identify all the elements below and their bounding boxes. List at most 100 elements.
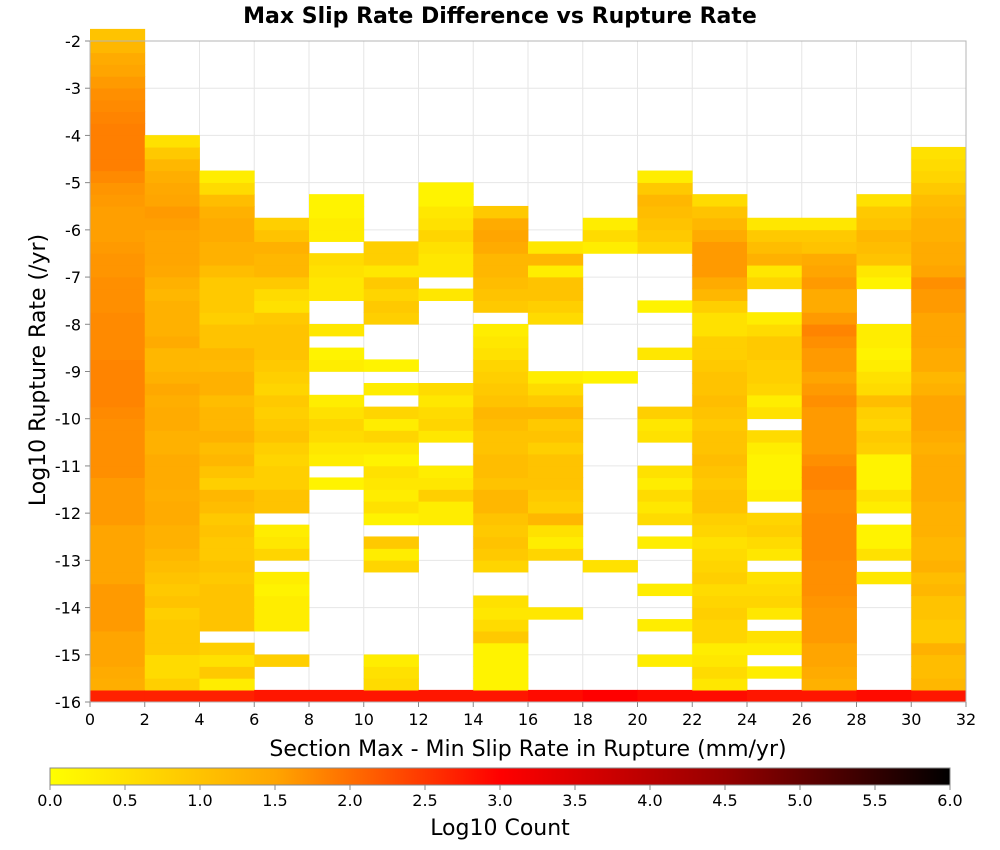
heatmap-cell — [801, 241, 857, 254]
heatmap-cell — [473, 678, 529, 691]
heatmap-cell — [144, 241, 200, 254]
heatmap-cell — [582, 241, 638, 254]
colorbar-tick-label: 4.5 — [712, 791, 737, 810]
heatmap-cell — [911, 630, 967, 644]
heatmap-cell — [199, 666, 255, 679]
heatmap-cell — [90, 383, 146, 396]
heatmap-cell — [473, 560, 529, 573]
heatmap-cell — [199, 642, 255, 656]
heatmap-cell — [911, 359, 967, 372]
heatmap-cell — [637, 347, 693, 360]
heatmap-cell — [637, 501, 693, 514]
heatmap-cell — [254, 253, 310, 266]
heatmap-cell — [911, 536, 967, 549]
heatmap-cell — [90, 619, 146, 632]
heatmap-cell — [856, 194, 912, 207]
heatmap-cell — [473, 465, 529, 479]
heatmap-cell — [309, 253, 365, 266]
heatmap-cell — [856, 394, 912, 408]
heatmap-cell — [363, 489, 419, 502]
heatmap-cell — [911, 241, 967, 254]
heatmap-cell — [199, 595, 255, 608]
heatmap-cell — [199, 619, 255, 632]
heatmap-cell — [199, 560, 255, 573]
heatmap-cell — [144, 276, 200, 290]
heatmap-cell — [911, 347, 967, 360]
heatmap-cell — [199, 347, 255, 360]
heatmap-cell — [747, 595, 803, 608]
heatmap-cell — [363, 477, 419, 490]
heatmap-cell — [692, 654, 748, 667]
heatmap-cell — [911, 453, 967, 467]
heatmap-cell — [254, 654, 310, 667]
heatmap-cell — [911, 430, 967, 443]
heatmap-cell — [144, 182, 200, 195]
heatmap-cell — [692, 383, 748, 396]
heatmap-cell — [418, 406, 474, 420]
y-tick-label: -16 — [55, 693, 81, 712]
heatmap-cell — [199, 548, 255, 561]
heatmap-cell — [801, 630, 857, 644]
heatmap-cell — [254, 288, 310, 301]
y-tick-label: -11 — [55, 457, 81, 476]
heatmap-cell — [144, 347, 200, 360]
heatmap-cell — [911, 170, 967, 183]
heatmap-cell — [363, 666, 419, 679]
heatmap-cell — [144, 383, 200, 396]
heatmap-cell — [801, 678, 857, 691]
heatmap-cell — [254, 347, 310, 360]
heatmap-cell — [144, 442, 200, 455]
heatmap-cell — [801, 560, 857, 573]
heatmap-cell — [199, 170, 255, 183]
y-tick-label: -10 — [55, 410, 81, 429]
heatmap-cell — [747, 312, 803, 325]
heatmap-cell — [692, 642, 748, 656]
heatmap-cell — [911, 524, 967, 538]
heatmap-cell — [363, 536, 419, 549]
heatmap-cell — [309, 229, 365, 242]
heatmap-cell — [801, 430, 857, 443]
heatmap-cell — [144, 465, 200, 479]
y-tick-label: -5 — [65, 174, 81, 193]
heatmap-cell — [856, 418, 912, 431]
heatmap-cell — [90, 28, 146, 42]
heatmap-cell — [90, 501, 146, 514]
heatmap-cell — [801, 406, 857, 420]
heatmap-cell — [144, 619, 200, 632]
y-tick-label: -8 — [65, 315, 81, 334]
heatmap-cell — [801, 583, 857, 597]
heatmap-cell — [363, 300, 419, 313]
heatmap-cell — [856, 253, 912, 266]
heatmap-cell — [692, 276, 748, 290]
heatmap-cell — [418, 418, 474, 431]
heatmap-cell — [254, 524, 310, 538]
heatmap-cell — [90, 477, 146, 490]
heatmap-cell — [801, 619, 857, 632]
heatmap-cell — [528, 512, 584, 526]
heatmap-cell — [911, 217, 967, 231]
heatmap-cell — [473, 205, 529, 219]
heatmap-cell — [747, 276, 803, 290]
heatmap-cell — [692, 418, 748, 431]
heatmap-cell — [692, 501, 748, 514]
heatmap-cell — [692, 217, 748, 231]
heatmap-cell — [254, 430, 310, 443]
heatmap-cell — [90, 264, 146, 278]
heatmap-cell — [199, 288, 255, 301]
heatmap-cell — [254, 264, 310, 278]
heatmap-cell — [528, 689, 584, 703]
heatmap-cell — [911, 607, 967, 620]
heatmap-cell — [801, 595, 857, 608]
heatmap-cell — [90, 453, 146, 467]
heatmap-cell — [144, 430, 200, 443]
heatmap-cell — [144, 595, 200, 608]
heatmap-cell — [90, 253, 146, 266]
heatmap-cell — [856, 571, 912, 585]
heatmap-cell — [90, 312, 146, 325]
heatmap-cell — [692, 442, 748, 455]
heatmap-cell — [747, 442, 803, 455]
heatmap-cell — [473, 477, 529, 490]
heatmap-cell — [199, 359, 255, 372]
heatmap-cell — [199, 430, 255, 443]
heatmap-cell — [418, 217, 474, 231]
